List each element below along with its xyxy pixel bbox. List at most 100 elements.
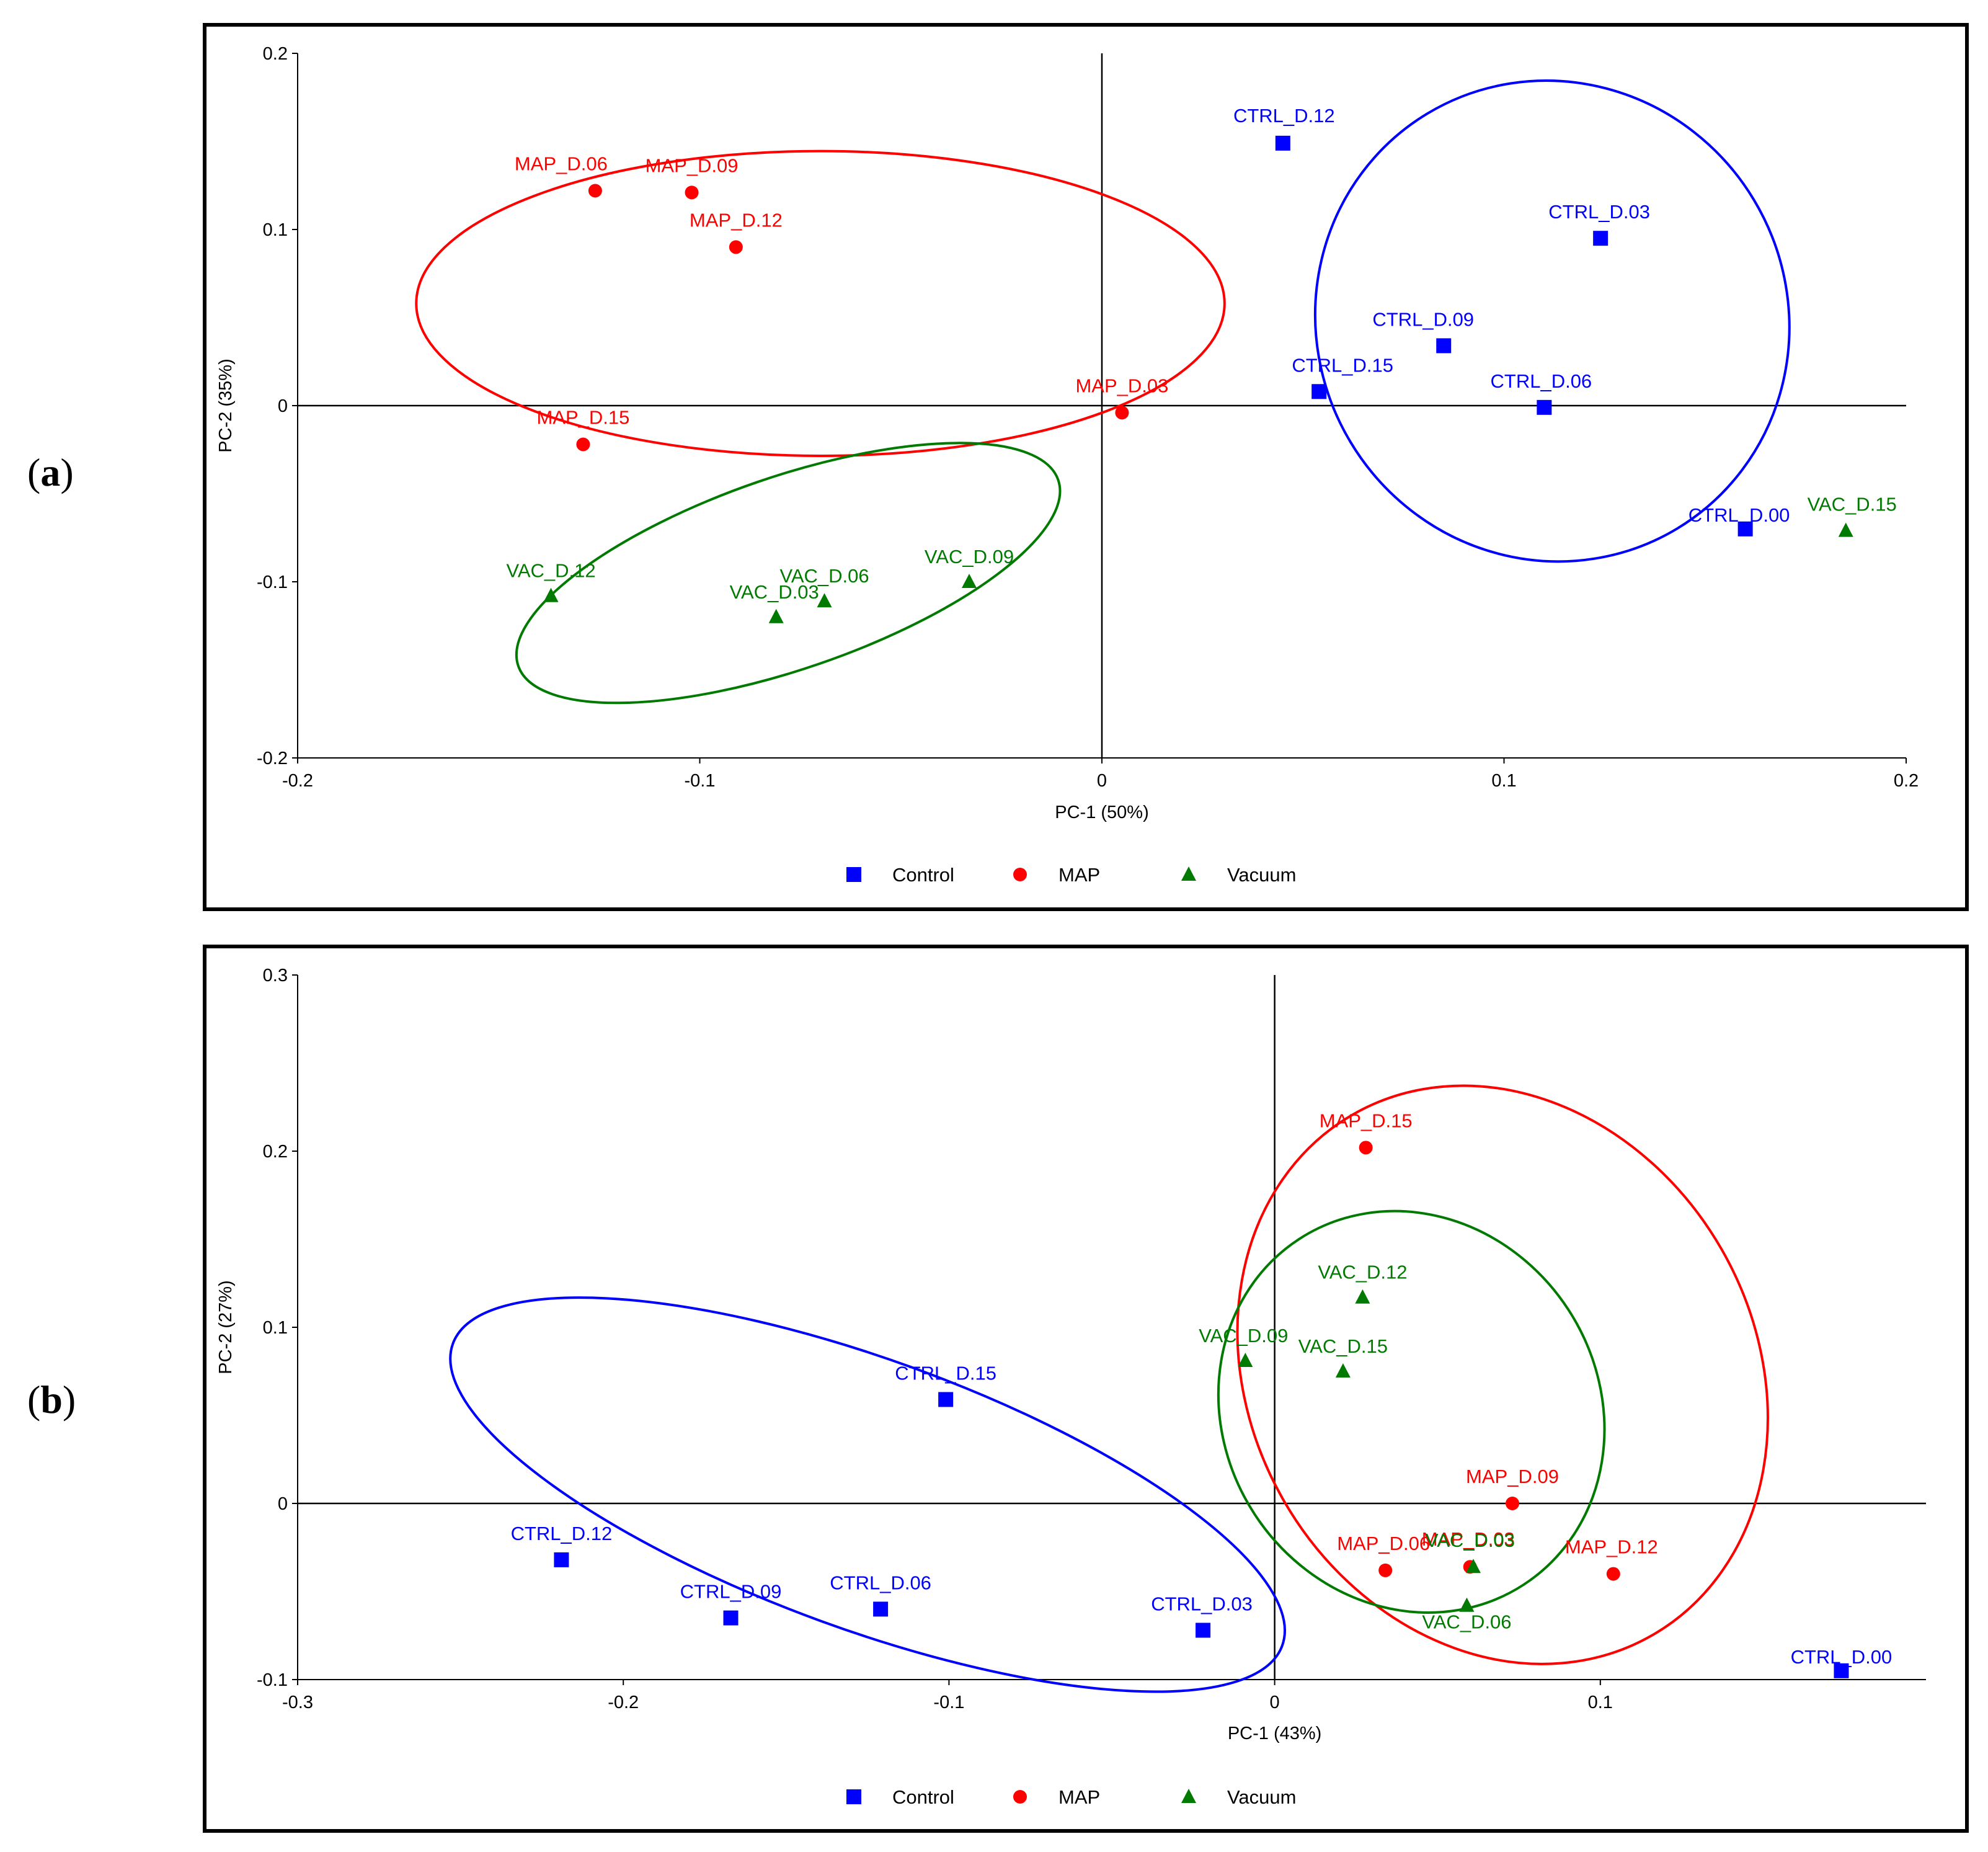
point-label: CTRL_D.06 xyxy=(830,1572,931,1593)
point-ctrl-d-12 xyxy=(1275,135,1290,151)
x-tick-label: -0.2 xyxy=(608,1693,639,1712)
point-map-d-03 xyxy=(1115,406,1129,420)
point-label: CTRL_D.09 xyxy=(680,1581,782,1603)
point-ctrl-d-12 xyxy=(554,1552,569,1567)
y-tick-label: 0.2 xyxy=(263,1142,288,1162)
point-ctrl-d-06 xyxy=(873,1601,889,1617)
point-label: CTRL_D.15 xyxy=(895,1362,996,1384)
ellipse-vacuum xyxy=(515,442,1062,705)
point-ctrl-d-03 xyxy=(1196,1623,1211,1638)
point-vac-d-06 xyxy=(817,593,832,608)
x-tick-label: 0.2 xyxy=(1894,771,1919,791)
x-tick-label: 0 xyxy=(1097,771,1107,791)
point-label: CTRL_D.15 xyxy=(1292,354,1393,376)
x-tick-label: 0 xyxy=(1270,1693,1280,1712)
x-axis-label: PC-1 (50%) xyxy=(1055,803,1149,822)
legend-label-vacuum: Vacuum xyxy=(1227,864,1296,886)
point-label: MAP_D.09 xyxy=(646,154,739,176)
point-map-d-12 xyxy=(729,240,743,254)
point-label: CTRL_D.09 xyxy=(1372,308,1474,330)
x-tick-label: -0.3 xyxy=(282,1693,313,1712)
point-label: VAC_D.15 xyxy=(1808,494,1897,515)
point-label: MAP_D.15 xyxy=(1320,1110,1413,1131)
legend-label-map: MAP xyxy=(1058,864,1100,886)
x-tick-label: -0.1 xyxy=(685,771,716,791)
point-label: VAC_D.15 xyxy=(1298,1335,1388,1357)
x-tick-label: -0.2 xyxy=(282,771,313,791)
point-label: CTRL_D.03 xyxy=(1548,201,1650,223)
legend-label-control: Control xyxy=(892,1786,954,1808)
point-ctrl-d-15 xyxy=(938,1392,954,1407)
legend-marker-map xyxy=(1013,868,1027,881)
y-axis-label: PC-2 (35%) xyxy=(216,358,236,453)
point-ctrl-d-00 xyxy=(1737,521,1753,536)
point-label: CTRL_D.06 xyxy=(1491,370,1592,392)
point-map-d-15 xyxy=(576,437,590,452)
legend-marker-vacuum xyxy=(1181,866,1196,881)
point-label: MAP_D.03 xyxy=(1075,375,1168,396)
point-label: CTRL_D.12 xyxy=(1233,105,1335,127)
point-ctrl-d-00 xyxy=(1834,1663,1849,1678)
point-map-d-09 xyxy=(1505,1497,1519,1510)
y-tick-label: 0.2 xyxy=(263,44,288,64)
panel-label-b: (b) xyxy=(27,1378,76,1422)
point-vac-d-12 xyxy=(1355,1289,1370,1304)
y-tick-label: -0.1 xyxy=(257,1670,288,1690)
point-vac-d-03 xyxy=(1465,1559,1481,1574)
x-axis-label: PC-1 (43%) xyxy=(1228,1724,1322,1743)
x-tick-label: 0.1 xyxy=(1588,1693,1613,1712)
y-tick-label: 0.3 xyxy=(263,966,288,986)
point-ctrl-d-06 xyxy=(1537,399,1552,415)
point-map-d-06 xyxy=(1378,1563,1393,1577)
point-label: VAC_D.09 xyxy=(925,546,1014,568)
point-vac-d-15 xyxy=(1838,522,1853,537)
point-vac-d-15 xyxy=(1335,1363,1351,1378)
point-label: VAC_D.03 xyxy=(1426,1529,1515,1551)
ellipse-map xyxy=(1236,1084,1769,1665)
ellipse-vacuum xyxy=(1217,1209,1606,1614)
point-vac-d-03 xyxy=(768,608,784,623)
legend-label-map: MAP xyxy=(1058,1786,1100,1808)
y-tick-label: 0 xyxy=(278,396,288,416)
point-map-d-09 xyxy=(685,185,699,200)
point-map-d-06 xyxy=(588,184,602,198)
point-label: VAC_D.03 xyxy=(730,581,819,603)
point-map-d-12 xyxy=(1606,1567,1620,1581)
point-ctrl-d-15 xyxy=(1311,384,1327,399)
point-vac-d-06 xyxy=(1459,1597,1475,1612)
y-axis-label: PC-2 (27%) xyxy=(216,1280,236,1374)
point-label: MAP_D.12 xyxy=(1565,1536,1658,1558)
chart-frame xyxy=(203,945,1969,1833)
point-label: CTRL_D.03 xyxy=(1151,1593,1253,1614)
y-tick-label: -0.1 xyxy=(257,572,288,592)
legend-marker-control xyxy=(846,867,861,882)
chart-panel-b: -0.1 0 0.1 0.2 0.3 -0.3 -0.2 -0.1 0 0.1 PC-1 (43%)… xyxy=(203,945,1969,1833)
point-label: MAP_D.12 xyxy=(690,209,783,231)
point-label: CTRL_D.12 xyxy=(511,1523,613,1544)
point-vac-d-12 xyxy=(543,587,559,602)
point-label: VAC_D.06 xyxy=(779,565,869,587)
ellipse-control xyxy=(449,1296,1286,1693)
legend-label-control: Control xyxy=(892,864,954,886)
legend-marker-vacuum xyxy=(1181,1789,1196,1803)
point-vac-d-09 xyxy=(1238,1352,1253,1367)
point-label: MAP_D.09 xyxy=(1466,1466,1559,1487)
y-tick-label: 0 xyxy=(278,1494,288,1514)
point-vac-d-09 xyxy=(961,574,977,588)
point-label: VAC_D.09 xyxy=(1199,1325,1288,1347)
chart-frame xyxy=(203,23,1969,911)
point-label: MAP_D.06 xyxy=(1337,1533,1430,1554)
y-tick-label: 0.1 xyxy=(263,220,288,240)
point-label: CTRL_D.00 xyxy=(1791,1646,1893,1668)
point-label: VAC_D.12 xyxy=(1318,1262,1407,1283)
point-ctrl-d-09 xyxy=(1436,338,1452,354)
panel-letter-a: a xyxy=(40,450,61,494)
point-label: VAC_D.12 xyxy=(506,560,595,582)
ellipse-control xyxy=(1313,79,1791,563)
x-tick-label: -0.1 xyxy=(933,1693,964,1712)
ellipse-map xyxy=(415,149,1226,457)
point-label: MAP_D.06 xyxy=(515,153,608,175)
point-ctrl-d-09 xyxy=(723,1610,739,1626)
point-label: MAP_D.03 xyxy=(1422,1528,1515,1550)
